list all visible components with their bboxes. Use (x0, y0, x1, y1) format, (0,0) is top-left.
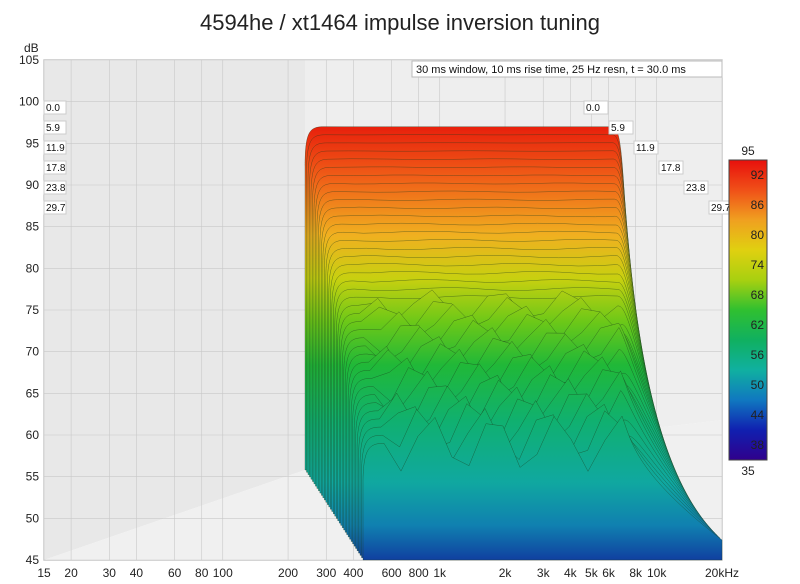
y-tick-label: 65 (26, 386, 40, 400)
y-tick-label: 55 (26, 470, 40, 484)
time-label-right: 11.9 (636, 143, 655, 154)
colorbar-tick-label: 62 (751, 318, 765, 332)
time-label-left: 23.8 (46, 183, 66, 194)
time-label-box-left (43, 200, 67, 215)
time-label-right: 5.9 (611, 123, 625, 134)
x-tick-label: 600 (382, 566, 402, 580)
time-label-box-right (633, 140, 659, 155)
time-labels-left: 0.0 5.9 11.9 17.8 23.8 29.7 (43, 100, 67, 215)
chart-title: 4594he / xt1464 impulse inversion tuning (200, 10, 600, 35)
waterfall-surface (304, 126, 723, 561)
info-box: 30 ms window, 10 ms rise time, 25 Hz res… (411, 60, 723, 78)
colorbar-tick-label: 38 (751, 438, 765, 452)
time-label-box-right (683, 180, 709, 195)
y-tick-label: 90 (26, 178, 40, 192)
time-label-box-left (43, 140, 67, 155)
time-label-box-left (43, 120, 67, 135)
time-label-box-right (608, 120, 634, 135)
x-tick-label: 400 (343, 566, 363, 580)
y-tick-label: 80 (26, 261, 40, 275)
colorbar-tick-label: 92 (751, 168, 765, 182)
x-tick-label: 20 (64, 566, 78, 580)
time-label-left: 0.0 (46, 103, 60, 114)
x-tick-label: 10k (647, 566, 667, 580)
time-label-box-right (658, 160, 684, 175)
colorbar-tick-label: 74 (751, 258, 765, 272)
waterfall-slice (362, 415, 723, 561)
time-label-right: 29.7 (711, 203, 731, 214)
colorbar-min-label: 35 (741, 464, 755, 478)
x-tick-label: 40 (130, 566, 144, 580)
time-label-right: 0.0 (586, 103, 600, 114)
x-tick-label: 200 (278, 566, 298, 580)
colorbar-tick-label: 44 (751, 408, 765, 422)
info-text: 30 ms window, 10 ms rise time, 25 Hz res… (416, 64, 686, 76)
x-tick-label: 4k (564, 566, 578, 580)
time-label-left: 29.7 (46, 203, 66, 214)
colorbar-tick-label: 56 (751, 348, 765, 362)
y-tick-label: 70 (26, 345, 40, 359)
x-tick-label: 100 (213, 566, 233, 580)
x-tick-label: 800 (409, 566, 429, 580)
x-tick-label: 30 (103, 566, 117, 580)
x-tick-label: 5k (585, 566, 599, 580)
colorbar-gradient (728, 159, 768, 461)
x-tick-label: 6k (602, 566, 616, 580)
time-label-left: 5.9 (46, 123, 60, 134)
y-tick-label: 50 (26, 511, 40, 525)
x-tick-label: 60 (168, 566, 182, 580)
y-tick-label: 85 (26, 220, 40, 234)
x-tick-label: 80 (195, 566, 209, 580)
time-label-box-right (583, 100, 609, 115)
colorbar-tick-label: 68 (751, 288, 765, 302)
x-axis: 15 20 30 40 60 80 100 200 300 400 600 800 1k 2k 3k 4k 5k… (37, 566, 739, 580)
colorbar-tick-label: 50 (751, 378, 765, 392)
time-label-left: 11.9 (46, 143, 65, 154)
y-tick-label: 60 (26, 428, 40, 442)
time-label-right: 23.8 (686, 183, 706, 194)
y-tick-label: 75 (26, 303, 40, 317)
y-tick-label: 105 (19, 53, 39, 67)
y-tick-label: 45 (26, 553, 40, 567)
x-tick-label: 300 (316, 566, 336, 580)
y-tick-label: 95 (26, 136, 40, 150)
colorbar: 95 35 92 86 80 74 68 62 56 50 44 38 (728, 144, 768, 478)
colorbar-max-label: 95 (741, 144, 755, 158)
x-tick-label: 2k (499, 566, 513, 580)
y-tick-label: 100 (19, 95, 39, 109)
time-label-right: 17.8 (661, 163, 681, 174)
colorbar-tick-label: 86 (751, 198, 765, 212)
x-tick-label: 15 (37, 566, 51, 580)
colorbar-tick-label: 80 (751, 228, 765, 242)
time-label-left: 17.8 (46, 163, 66, 174)
time-label-box-left (43, 100, 67, 115)
time-labels-right: 0.0 5.9 11.9 17.8 23.8 29.7 (583, 100, 734, 215)
time-label-box-left (43, 160, 67, 175)
y-axis: 105 100 95 90 85 80 75 70 65 60 55 50 45 (19, 53, 39, 567)
y-axis-label: dB (24, 41, 39, 55)
x-tick-label: 20kHz (705, 566, 739, 580)
time-label-box-left (43, 180, 67, 195)
x-tick-label: 8k (629, 566, 643, 580)
x-tick-label: 1k (433, 566, 447, 580)
x-tick-label: 3k (537, 566, 551, 580)
